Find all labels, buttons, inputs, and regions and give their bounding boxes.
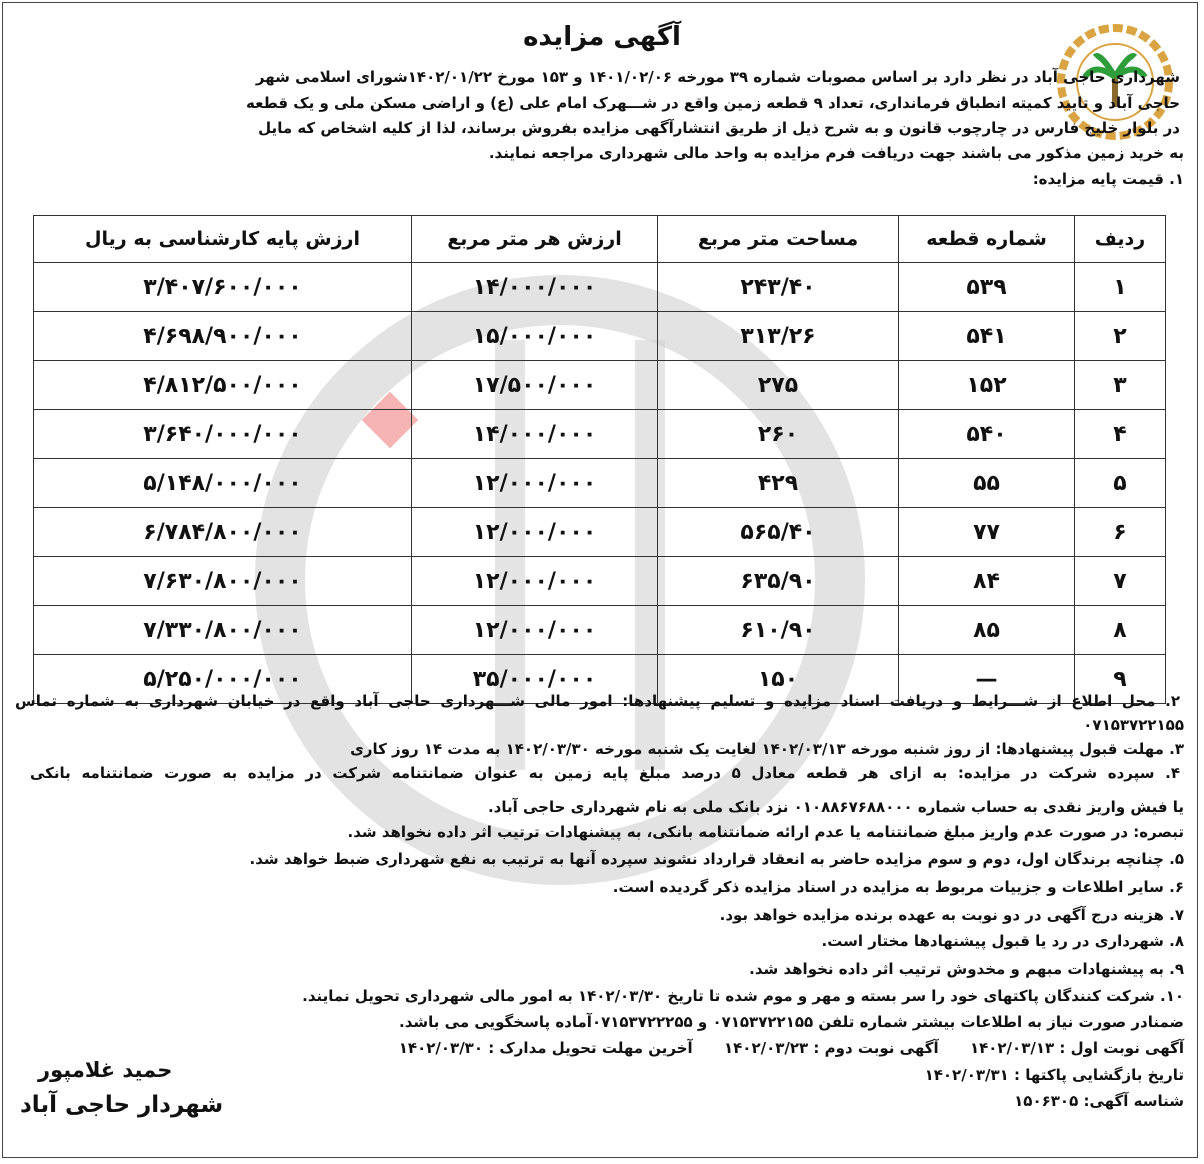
intro-line: به خرید زمین مذکور می باشند جهت دریافت ف… (488, 144, 1184, 162)
cell-base-value: ۷/۳۳۰/۸۰۰/۰۰۰ (33, 605, 412, 655)
cell-plot-number: — (898, 654, 1075, 704)
term-line: یا فیش واریز نقدی به حساب شماره ۰۱۰۸۸۶۷۶… (487, 798, 1184, 816)
term-line: ۵. چنانچه برندگان اول، دوم و سوم مزایده … (249, 850, 1185, 868)
cell-base-value: ۴/۸۱۲/۵۰۰/۰۰۰ (33, 360, 412, 410)
cell-price-per-meter: ۱۵/۰۰۰/۰۰۰ (411, 311, 658, 361)
table-row: ۶ ۷۷ ۵۶۵/۴۰ ۱۲/۰۰۰/۰۰۰ ۶/۷۸۴/۸۰۰/۰۰۰ (33, 507, 1166, 557)
cell-base-value: ۷/۶۳۰/۸۰۰/۰۰۰ (33, 556, 412, 606)
municipality-logo (1057, 24, 1173, 140)
table-row: ۷ ۸۴ ۶۳۵/۹۰ ۱۲/۰۰۰/۰۰۰ ۷/۶۳۰/۸۰۰/۰۰۰ (33, 556, 1166, 606)
intro-line: در بلوار خلیج فارس در چارچوب قانون و به … (258, 119, 1180, 137)
term-line: تبصره: در صورت عدم واریز مبلغ ضمانتنامه … (347, 823, 1184, 841)
signatory-name: حمید غلامپور (38, 1058, 173, 1082)
cell-row-number: ۴ (1074, 409, 1166, 459)
cell-base-value: ۳/۴۰۷/۶۰۰/۰۰۰ (33, 262, 412, 312)
cell-price-per-meter: ۱۲/۰۰۰/۰۰۰ (411, 556, 658, 606)
cell-row-number: ۸ (1074, 605, 1166, 655)
cell-area: ۵۶۵/۴۰ (657, 507, 899, 557)
table-row: ۱ ۵۳۹ ۲۴۳/۴۰ ۱۴/۰۰۰/۰۰۰ ۳/۴۰۷/۶۰۰/۰۰۰ (33, 262, 1166, 312)
term-line: ۳. مهلت قبول پیشنهادها: از روز شنبه مورخ… (350, 740, 1184, 758)
term-line: ۶. سایر اطلاعات و جزییات مربوط به مزایده… (612, 878, 1184, 896)
term-line: ۲. محل اطلاع از شـــرایط و دریافت اسناد … (15, 692, 1180, 710)
cell-plot-number: ۸۵ (898, 605, 1075, 655)
term-line: ۹. به پیشنهادات مبهم و مخدوش ترتیب اثر د… (749, 960, 1184, 978)
term-line: ۰۷۱۵۳۷۲۲۱۵۵ (1083, 716, 1184, 734)
cell-area: ۱۵۰ (657, 654, 899, 704)
cell-row-number: ۲ (1074, 311, 1166, 361)
table-row: ۳ ۱۵۲ ۲۷۵ ۱۷/۵۰۰/۰۰۰ ۴/۸۱۲/۵۰۰/۰۰۰ (33, 360, 1166, 410)
cell-row-number: ۷ (1074, 556, 1166, 606)
page-title: آگهی مزایده (523, 22, 681, 52)
cell-plot-number: ۵۴۰ (898, 409, 1075, 459)
table-row: ۵ ۵۵ ۴۲۹ ۱۲/۰۰۰/۰۰۰ ۵/۱۴۸/۰۰۰/۰۰۰ (33, 458, 1166, 508)
cell-area: ۳۱۳/۲۶ (657, 311, 899, 361)
notice-id: شناسه آگهی: ۱۵۰۶۳۰۵ (1014, 1092, 1184, 1110)
cell-plot-number: ۵۳۹ (898, 262, 1075, 312)
cell-area: ۶۳۵/۹۰ (657, 556, 899, 606)
col-header-plot-number: شماره قطعه (898, 215, 1075, 263)
term-line: ۷. هزینه درج آگهی در دو نوبت به عهده برن… (719, 906, 1184, 924)
col-header-row-number: ردیف (1074, 215, 1166, 263)
publication-dates: آگهی نوبت اول : ۱۴۰۲/۰۳/۱۳ آگهی نوبت دوم… (398, 1039, 1184, 1057)
cell-plot-number: ۵۴۱ (898, 311, 1075, 361)
cell-base-value: ۵/۱۴۸/۰۰۰/۰۰۰ (33, 458, 412, 508)
signatory-role: شهردار حاجی آباد (20, 1092, 224, 1118)
table-row: ۸ ۸۵ ۶۱۰/۹۰ ۱۲/۰۰۰/۰۰۰ ۷/۳۳۰/۸۰۰/۰۰۰ (33, 605, 1166, 655)
cell-price-per-meter: ۱۲/۰۰۰/۰۰۰ (411, 458, 658, 508)
cell-plot-number: ۷۷ (898, 507, 1075, 557)
cell-row-number: ۵ (1074, 458, 1166, 508)
term-line: ۴. سپرده شرکت در مزایده: به ازای هر قطعه… (30, 764, 1180, 782)
intro-line: حاجی آباد و تایید کمیته انطباق فرمانداری… (246, 94, 1180, 112)
auction-price-table: ردیف شماره قطعه مساحت متر مربع ارزش هر م… (33, 215, 1166, 704)
cell-base-value: ۵/۲۵۰/۰۰۰/۰۰۰ (33, 654, 412, 704)
cell-price-per-meter: ۱۷/۵۰۰/۰۰۰ (411, 360, 658, 410)
col-header-area: مساحت متر مربع (657, 215, 899, 263)
section-heading: ۱. قیمت پایه مزایده: (1032, 170, 1184, 188)
cell-row-number: ۳ (1074, 360, 1166, 410)
cell-area: ۲۷۵ (657, 360, 899, 410)
cell-plot-number: ۱۵۲ (898, 360, 1075, 410)
opening-date: تاریخ بازگشایی پاکتها : ۱۴۰۲/۰۳/۳۱ (924, 1066, 1184, 1084)
cell-row-number: ۱ (1074, 262, 1166, 312)
table-header-row: ردیف شماره قطعه مساحت متر مربع ارزش هر م… (33, 215, 1166, 263)
cell-price-per-meter: ۱۲/۰۰۰/۰۰۰ (411, 507, 658, 557)
cell-row-number: ۶ (1074, 507, 1166, 557)
table-row: ۴ ۵۴۰ ۲۶۰ ۱۴/۰۰۰/۰۰۰ ۳/۶۴۰/۰۰۰/۰۰۰ (33, 409, 1166, 459)
cell-area: ۶۱۰/۹۰ (657, 605, 899, 655)
cell-plot-number: ۸۴ (898, 556, 1075, 606)
col-header-base-value: ارزش پایه کارشناسی به ریال (33, 215, 412, 263)
cell-base-value: ۳/۶۴۰/۰۰۰/۰۰۰ (33, 409, 412, 459)
cell-price-per-meter: ۱۴/۰۰۰/۰۰۰ (411, 262, 658, 312)
cell-row-number: ۹ (1074, 654, 1166, 704)
cell-base-value: ۶/۷۸۴/۸۰۰/۰۰۰ (33, 507, 412, 557)
cell-plot-number: ۵۵ (898, 458, 1075, 508)
col-header-price-per-meter: ارزش هر متر مربع (411, 215, 658, 263)
cell-price-per-meter: ۳۵/۰۰۰/۰۰۰ (411, 654, 658, 704)
cell-area: ۲۴۳/۴۰ (657, 262, 899, 312)
table-row: ۹—۱۵۰ ۳۵/۰۰۰/۰۰۰ ۵/۲۵۰/۰۰۰/۰۰۰ (33, 654, 1166, 704)
term-line: ۱۰. شرکت کنندگان پاکتهای خود را سر بسته … (302, 987, 1184, 1005)
cell-area: ۴۲۹ (657, 458, 899, 508)
cell-price-per-meter: ۱۲/۰۰۰/۰۰۰ (411, 605, 658, 655)
cell-area: ۲۶۰ (657, 409, 899, 459)
cell-base-value: ۴/۶۹۸/۹۰۰/۰۰۰ (33, 311, 412, 361)
term-line: ۸. شهرداری در رد یا قبول پیشنهادها مختار… (821, 932, 1185, 950)
cell-price-per-meter: ۱۴/۰۰۰/۰۰۰ (411, 409, 658, 459)
intro-line: شهرداری حاجی آباد در نظر دارد بر اساس مص… (255, 68, 1180, 86)
table-row: ۲ ۵۴۱ ۳۱۳/۲۶ ۱۵/۰۰۰/۰۰۰ ۴/۶۹۸/۹۰۰/۰۰۰ (33, 311, 1166, 361)
term-line: ضمنادر صورت نیاز به اطلاعات بیشتر شماره … (399, 1013, 1184, 1031)
